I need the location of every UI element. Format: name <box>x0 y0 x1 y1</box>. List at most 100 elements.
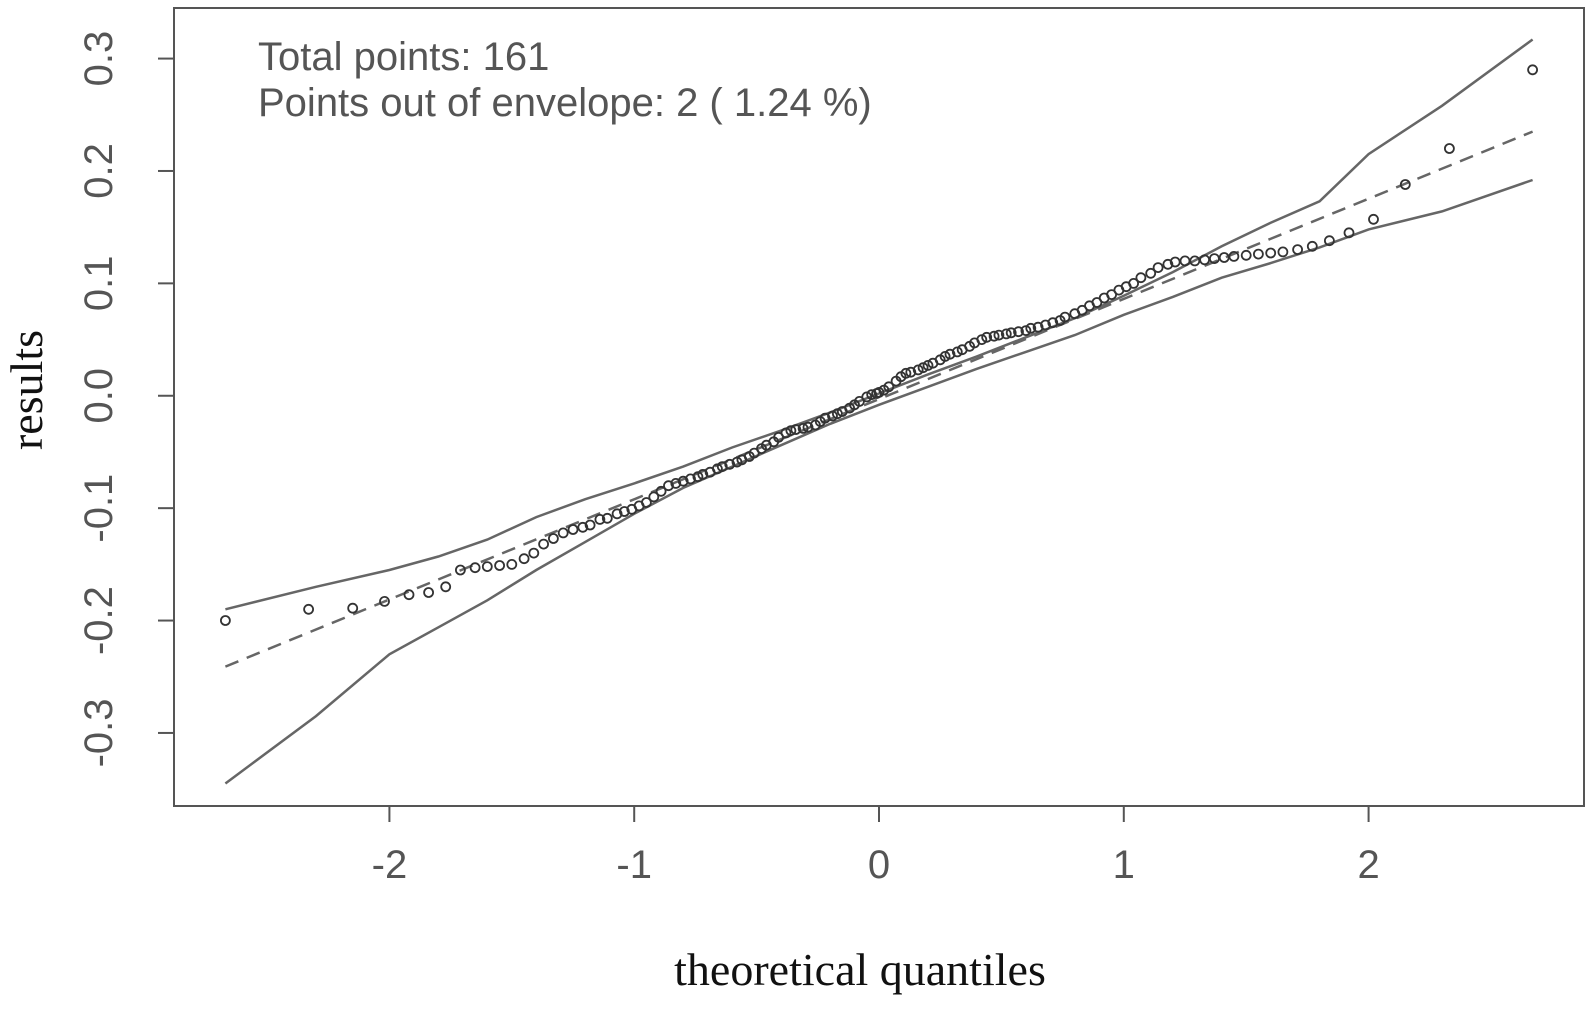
data-point <box>1399 179 1411 190</box>
x-tick-label: -2 <box>372 843 408 887</box>
data-point <box>648 491 660 503</box>
x-axis: -2 -1 0 1 2 <box>372 805 1380 887</box>
data-point <box>219 615 231 626</box>
data-point <box>1162 258 1174 270</box>
data-point <box>440 581 452 593</box>
data-point <box>944 348 956 360</box>
data-point <box>403 589 415 601</box>
data-point <box>548 533 559 544</box>
data-point <box>454 564 466 576</box>
data-point <box>883 381 895 393</box>
data-point <box>641 497 652 508</box>
data-point <box>981 331 993 343</box>
y-tick-label: 0.1 <box>77 256 121 312</box>
y-axis: -0.3 -0.2 -0.1 0.0 0.1 0.2 0.3 <box>77 31 175 767</box>
x-tick-label: 2 <box>1357 843 1379 887</box>
reference-line <box>224 130 1534 668</box>
x-axis-title: theoretical quantiles <box>674 944 1046 995</box>
data-point <box>724 458 736 470</box>
data-point <box>1444 143 1455 154</box>
data-point <box>819 412 831 424</box>
data-point <box>494 560 506 571</box>
plot-frame <box>173 7 1585 807</box>
data-point <box>1047 317 1059 329</box>
data-point <box>1292 244 1303 256</box>
data-point <box>469 562 481 574</box>
data-point <box>1179 255 1191 267</box>
confidence-envelope <box>224 38 1534 785</box>
data-point <box>677 475 689 487</box>
data-point <box>1013 326 1024 338</box>
data-point <box>866 389 878 401</box>
x-tick-label: 0 <box>868 843 890 887</box>
data-point <box>611 508 623 520</box>
data-point <box>716 461 728 473</box>
data-point <box>670 477 682 489</box>
data-point <box>506 559 518 570</box>
data-point <box>1032 321 1044 333</box>
data-point <box>518 553 530 565</box>
data-point <box>423 587 435 598</box>
data-point <box>655 485 667 497</box>
data-point <box>528 547 540 559</box>
data-point <box>1253 248 1264 260</box>
data-points <box>219 64 1538 626</box>
data-point <box>1135 272 1147 284</box>
data-point <box>1306 240 1318 252</box>
data-point <box>481 561 493 572</box>
y-tick-label: -0.1 <box>77 474 121 543</box>
data-point <box>1209 253 1220 265</box>
data-point <box>347 602 359 614</box>
data-point <box>1040 319 1051 331</box>
data-point <box>594 514 606 525</box>
data-point <box>832 408 843 420</box>
data-point <box>790 424 802 435</box>
data-point <box>577 521 589 533</box>
data-point <box>1169 256 1181 268</box>
data-point <box>1152 262 1164 274</box>
data-point <box>939 350 951 362</box>
data-point <box>619 506 630 517</box>
y-tick-label: 0.3 <box>77 31 121 87</box>
data-point <box>697 468 709 480</box>
y-axis-title: results <box>1 330 52 450</box>
y-tick-label: -0.2 <box>77 586 121 655</box>
y-tick-label: -0.3 <box>77 698 121 767</box>
data-point <box>1527 64 1538 76</box>
data-point <box>712 463 723 475</box>
data-point <box>988 330 1000 342</box>
data-point <box>1265 247 1277 259</box>
data-point <box>1000 328 1012 340</box>
data-point <box>685 473 696 485</box>
data-point <box>1128 277 1139 289</box>
envelope-lower-line <box>224 178 1534 785</box>
data-point <box>802 421 814 433</box>
data-point <box>584 519 596 531</box>
data-point <box>1343 227 1355 239</box>
x-tick-label: -1 <box>616 843 652 887</box>
data-point <box>1277 246 1289 258</box>
annotation-points-out: Points out of envelope: 2 ( 1.24 %) <box>258 81 872 125</box>
data-point <box>1324 235 1335 247</box>
data-point <box>1199 254 1210 266</box>
reference-dashed-line <box>224 130 1534 668</box>
data-point <box>993 329 1005 341</box>
data-point <box>1005 327 1017 339</box>
data-point <box>905 366 917 378</box>
envelope-upper-line <box>225 38 1534 611</box>
data-point <box>663 480 674 492</box>
data-point <box>557 527 569 539</box>
data-point <box>1368 213 1379 225</box>
x-tick-label: 1 <box>1113 843 1135 887</box>
data-point <box>1059 311 1071 323</box>
data-point <box>1025 322 1037 334</box>
data-point <box>303 603 315 615</box>
annotation-total-points: Total points: 161 <box>258 35 549 79</box>
data-point <box>912 364 924 376</box>
data-point <box>785 425 797 437</box>
data-point <box>1189 255 1201 267</box>
data-point <box>922 359 934 371</box>
data-point <box>1145 267 1157 279</box>
y-tick-label: 0.0 <box>77 368 121 424</box>
